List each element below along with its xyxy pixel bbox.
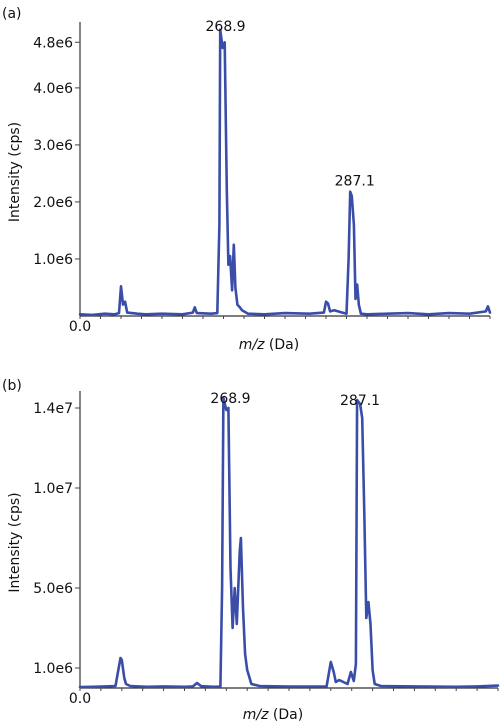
y-tick-label: 2.0e6 <box>33 195 73 211</box>
peak-label: 287.1 <box>335 173 375 189</box>
x-axis-title: m/z (Da) <box>239 337 299 353</box>
spectrum-line <box>78 396 500 689</box>
y-tick-label: 5.0e6 <box>33 581 73 597</box>
y-tick-label: 3.0e6 <box>33 138 73 154</box>
peak-label: 287.1 <box>340 393 380 409</box>
y-axis-title: Intensity (cps) <box>7 122 23 222</box>
panel-1: (b) 1.0e6 5.0e6 1.0e7 1.4e7 0.0 Intensity (cps… <box>2 378 500 723</box>
y-tick-label: 1.0e6 <box>33 661 73 677</box>
y-axis-title: Intensity (cps) <box>7 492 23 592</box>
y-tick-label: 4.0e6 <box>33 81 73 97</box>
y-tick-label: 1.0e7 <box>33 481 73 497</box>
peak-label: 268.9 <box>210 391 250 407</box>
y-tick-label: 1.0e6 <box>33 252 73 268</box>
y-tick-label: 4.8e6 <box>33 35 73 51</box>
panel-label: (a) <box>2 6 22 22</box>
y-tick-label: 1.4e7 <box>33 401 73 417</box>
x-axis-title: m/z (Da) <box>243 707 303 723</box>
spectrum-line <box>78 28 492 317</box>
x-origin-label: 0.0 <box>69 319 91 335</box>
panel-label: (b) <box>2 378 22 394</box>
panel-0: (a) 1.0e6 2.0e6 3.0e6 4.0e6 4.8e6 0.0 Intensity… <box>2 6 492 353</box>
peak-label: 268.9 <box>206 19 246 35</box>
x-origin-label: 0.0 <box>69 691 91 707</box>
